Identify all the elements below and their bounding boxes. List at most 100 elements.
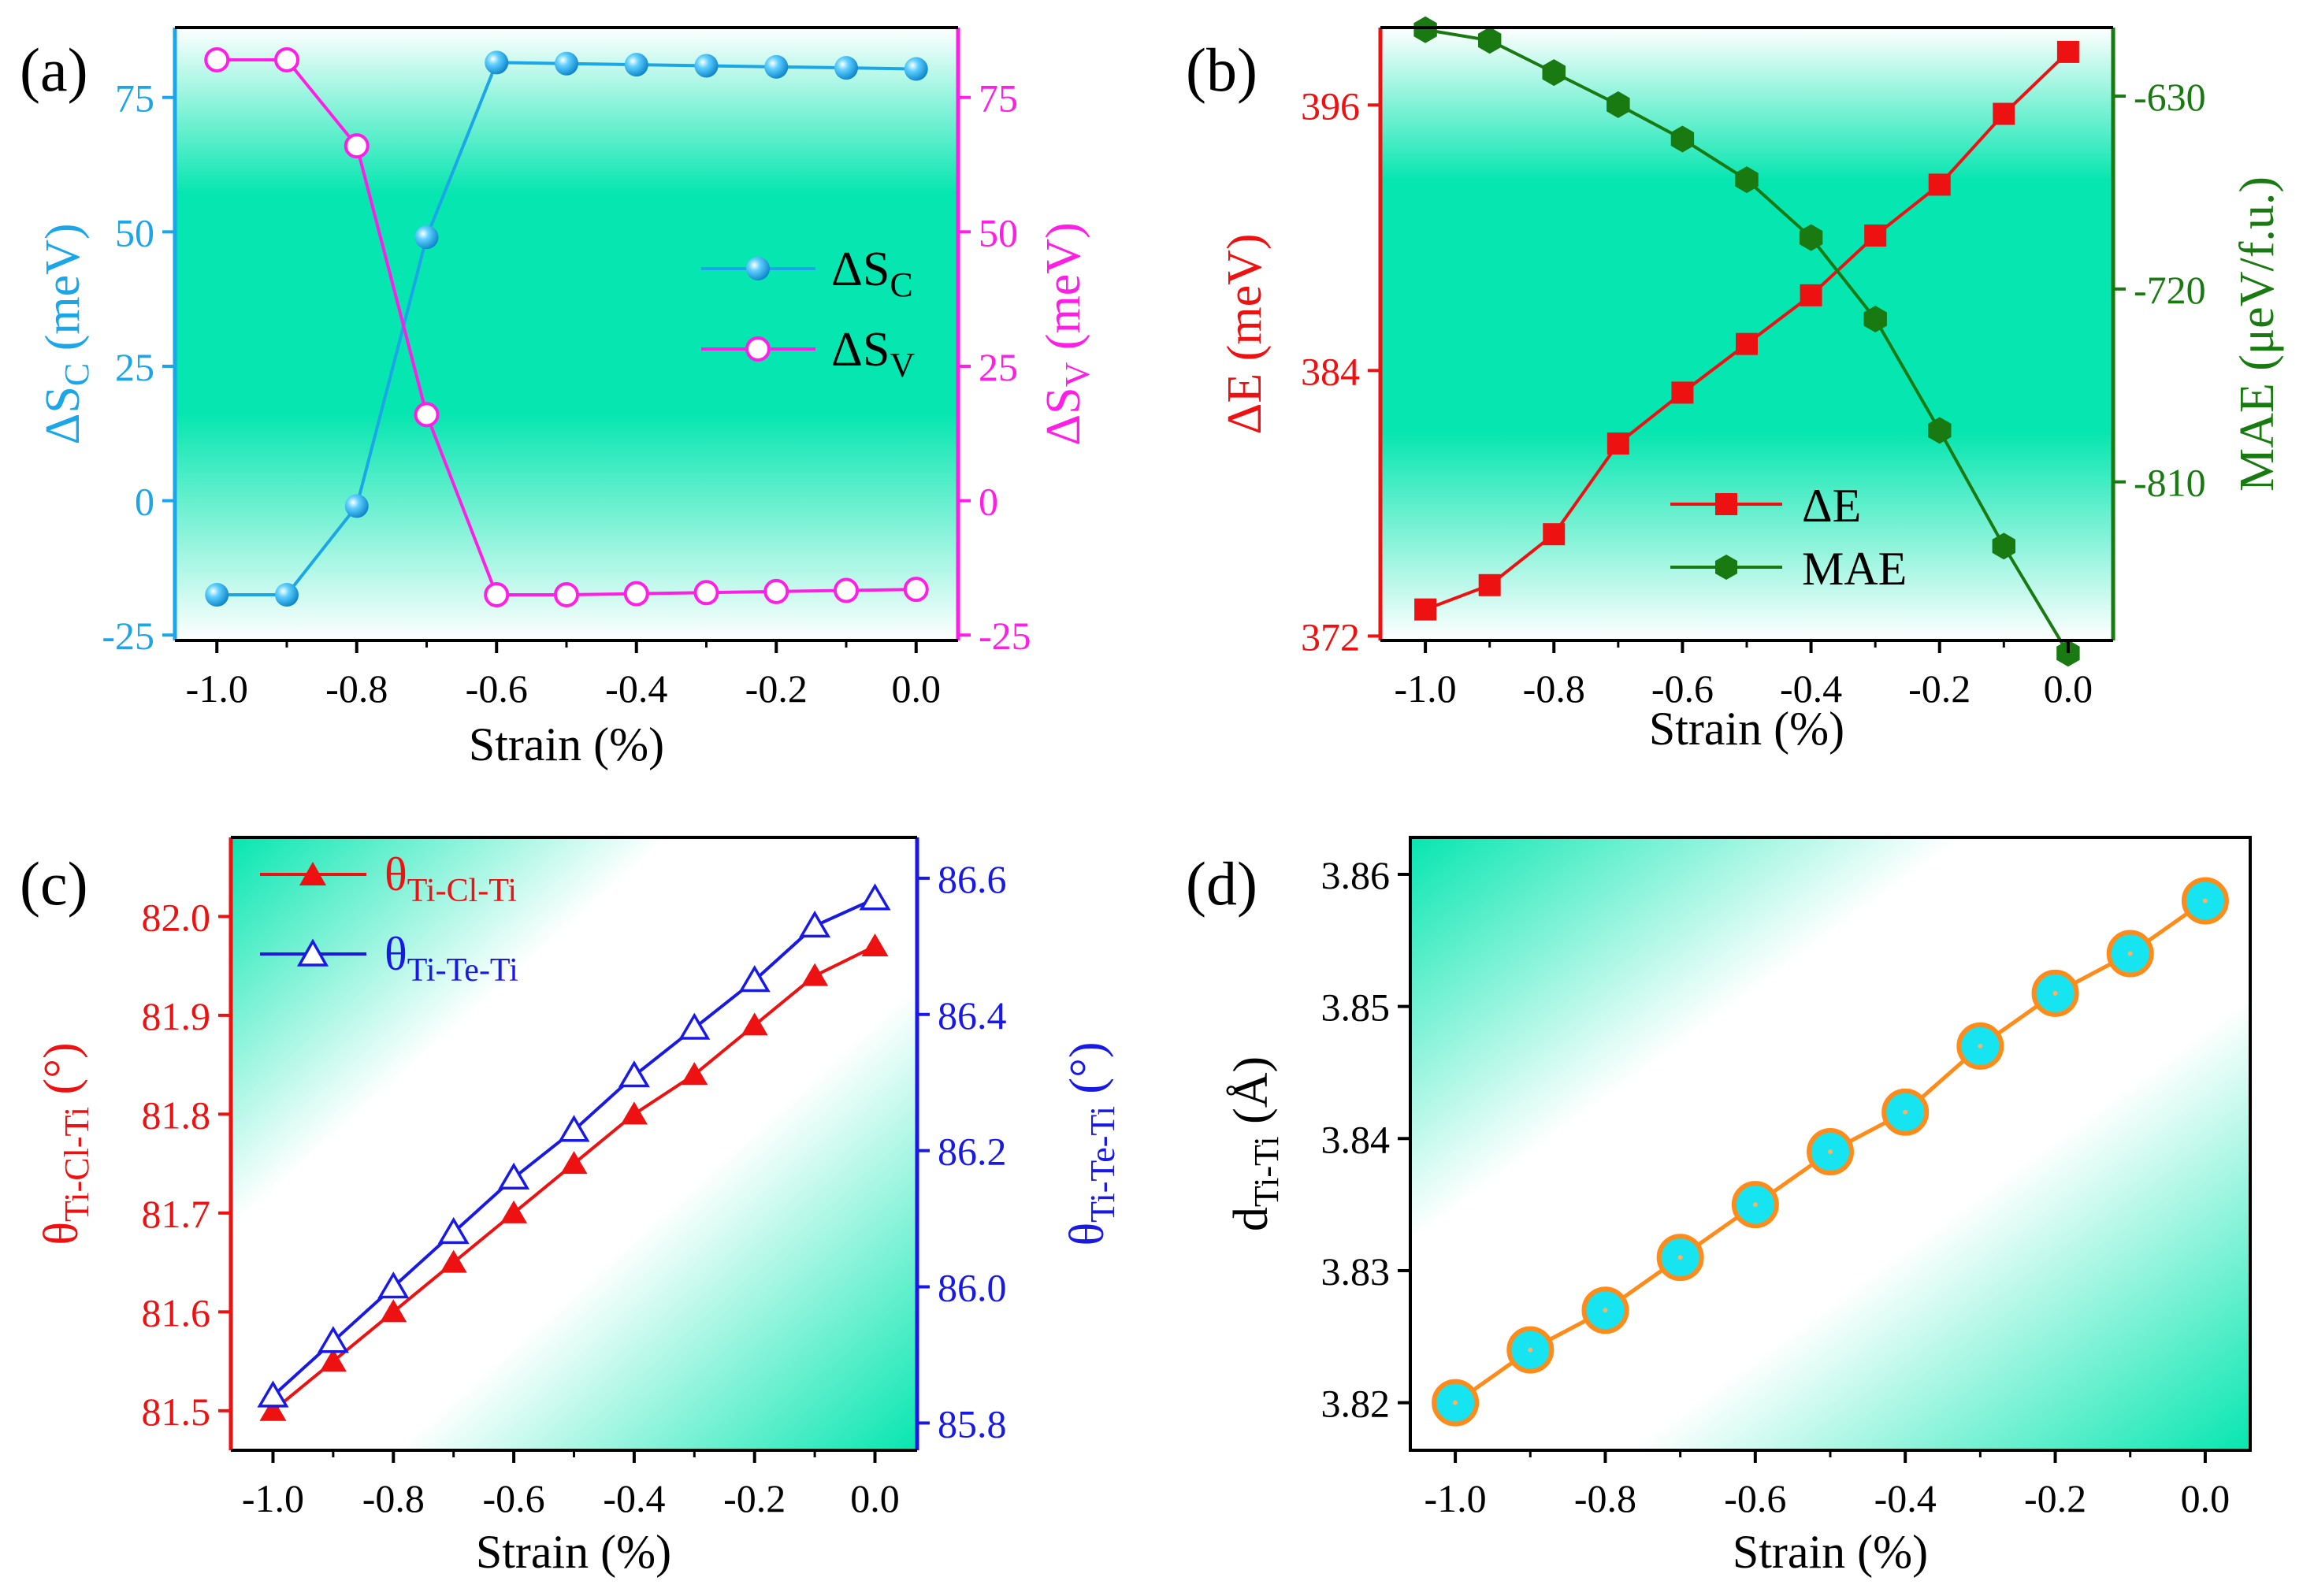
- y-tick-label-left: 3.84: [1321, 1117, 1391, 1161]
- panel-a-ylabel-right: ΔSV (meV): [1037, 222, 1097, 445]
- data-point-θ_Ti-Cl-Ti-5: [560, 1151, 588, 1175]
- data-point-ΔE-3: [1607, 432, 1629, 455]
- data-point-MAE-9: [1992, 533, 2015, 560]
- legend-marker-theta-te: [296, 938, 329, 967]
- data-point-MAE-3: [1607, 91, 1630, 118]
- panel-d: (d) -1.0 -0.8 -0.6 -0.4 -0.2 0.0 3.82 3.83 3.84…: [1186, 836, 2252, 1578]
- y-tick-label-left: 50: [115, 210, 154, 254]
- data-point-MAE-5: [1735, 166, 1759, 194]
- data-point-θ_Ti-Te-Ti-9: [799, 910, 831, 938]
- data-point-θ_Ti-Te-Ti-5: [558, 1115, 590, 1142]
- panel-a-legend: ΔSC ΔSV: [701, 243, 915, 384]
- y-tick-label-left: 3.82: [1321, 1382, 1391, 1426]
- data-point-ΔS_C-8: [764, 54, 789, 79]
- data-point-ΔE-2: [1543, 523, 1566, 546]
- data-point-ΔS_V-1: [274, 46, 299, 72]
- panel-b: (b) -1.0 -0.8 -0.6 -0.4 -0.2 0.0 372 384 396 -6…: [1186, 16, 2284, 755]
- panel-c-left-ticks: 81.5 81.6 81.7 81.8 81.9 82.0: [142, 895, 231, 1434]
- y-tick-label-right: -720: [2134, 268, 2206, 312]
- data-point-θ_Ti-Cl-Ti-10: [861, 933, 889, 957]
- legend-main-dsv: ΔS: [831, 323, 890, 377]
- data-point-ΔS_C-6: [624, 53, 648, 77]
- data-point-ΔS_V-10: [903, 577, 929, 603]
- y-tick-label-right: 86.6: [938, 857, 1007, 901]
- panel-a-xlabel: Strain (%): [469, 718, 664, 770]
- data-point-θ_Ti-Te-Ti-6: [618, 1060, 650, 1088]
- data-point-center: [1903, 1109, 1908, 1115]
- x-tick-label: 0.0: [850, 1476, 900, 1520]
- legend-label-theta-te: θTi-Te-Ti: [384, 928, 518, 989]
- x-tick-label: -1.0: [242, 1476, 304, 1520]
- y-tick-label-right: 85.8: [938, 1401, 1007, 1446]
- data-point-center: [1752, 1202, 1758, 1208]
- data-point-center: [2202, 898, 2208, 904]
- y-tick-label-left: 81.9: [142, 994, 211, 1038]
- x-tick-label: -0.8: [325, 666, 388, 711]
- panel-a-background: [175, 28, 958, 640]
- data-point-ΔE-5: [1736, 332, 1758, 355]
- data-point-ΔS_V-5: [554, 581, 579, 607]
- y-tick-label-right: 0: [979, 480, 998, 524]
- x-tick-label: 0.0: [2181, 1476, 2231, 1520]
- legend-marker-dsc: [746, 257, 770, 280]
- data-point-MAE-8: [1928, 417, 1952, 444]
- data-point-θ_Ti-Te-Ti-1: [317, 1326, 349, 1353]
- legend-main-dsc: ΔS: [831, 243, 890, 296]
- legend-main-theta-cl: θ: [384, 848, 407, 900]
- panel-a-markers: [204, 46, 929, 607]
- y-tick-label-left: -25: [102, 614, 154, 658]
- data-point-ΔE-6: [1800, 284, 1822, 306]
- x-tick-label: -0.6: [1724, 1476, 1786, 1520]
- data-point-ΔS_V-4: [484, 581, 510, 607]
- y-tick-label-right: 25: [979, 345, 1018, 389]
- y-tick-label-left: 3.86: [1321, 853, 1391, 897]
- legend-label-dsv: ΔSV: [831, 323, 915, 384]
- x-tick-label: -0.2: [1908, 666, 1971, 711]
- x-tick-label: -1.0: [1425, 1476, 1487, 1520]
- x-tick-label: -0.8: [362, 1476, 425, 1520]
- legend-marker-de: [1715, 493, 1737, 515]
- data-point-MAE-10: [2056, 640, 2080, 667]
- y-tick-label-right: 75: [979, 76, 1018, 121]
- data-point-ΔE-8: [1928, 173, 1951, 196]
- panel-c-right-ticks: 85.8 86.0 86.2 86.4 86.6: [917, 857, 1007, 1446]
- data-point-ΔS_V-3: [414, 402, 440, 428]
- panel-d-left-ticks: 3.82 3.83 3.84 3.85 3.86: [1321, 853, 1410, 1426]
- data-point-center: [2052, 990, 2058, 996]
- data-point-MAE-6: [1799, 224, 1823, 251]
- data-point-θ_Ti-Cl-Ti-2: [380, 1299, 407, 1323]
- x-tick-label: -1.0: [186, 666, 248, 711]
- y-tick-label-right: -810: [2134, 461, 2206, 505]
- panel-b-left-ticks: 372 384 396: [1301, 84, 1380, 659]
- data-point-ΔE-10: [2056, 40, 2079, 63]
- data-point-center: [1677, 1255, 1683, 1260]
- data-point-θ_Ti-Cl-Ti-7: [681, 1062, 708, 1086]
- panel-a-x-ticks: -1.0 -0.8 -0.6 -0.4 -0.2 0.0: [186, 640, 941, 711]
- data-point-ΔS_V-9: [834, 577, 859, 603]
- x-tick-label: 0.0: [2044, 666, 2093, 711]
- legend-marker-mae: [1715, 555, 1737, 580]
- x-tick-label: -0.6: [1651, 666, 1714, 711]
- data-point-ΔS_C-4: [485, 50, 509, 75]
- x-tick-label: -0.2: [723, 1476, 786, 1520]
- data-point-θ_Ti-Cl-Ti-1: [319, 1349, 347, 1372]
- panel-b-markers: [1413, 16, 2080, 667]
- legend-label-mae: MAE: [1802, 543, 1907, 595]
- panel-d-ylabel: dTi-Ti (Å): [1224, 1056, 1286, 1231]
- y-tick-label-left: 372: [1301, 614, 1360, 659]
- x-tick-label: -0.4: [1780, 666, 1842, 711]
- x-tick-label: -0.8: [1574, 1476, 1636, 1520]
- legend-main-theta-te: θ: [384, 928, 407, 980]
- panel-c-label: (c): [20, 849, 88, 918]
- panel-b-ylabel-left: ΔE (meV): [1218, 233, 1272, 434]
- panel-d-label: (d): [1186, 849, 1257, 918]
- legend-sub-theta-te: Ti-Te-Ti: [407, 952, 518, 989]
- panel-d-x-ticks: -1.0 -0.8 -0.6 -0.4 -0.2 0.0: [1425, 1450, 2231, 1520]
- data-point-ΔE-0: [1414, 598, 1437, 621]
- legend-sub-theta-cl: Ti-Cl-Ti: [407, 873, 517, 909]
- data-point-ΔE-9: [1993, 102, 2015, 125]
- data-point-center: [1978, 1043, 1983, 1049]
- y-tick-label-right: 86.4: [938, 993, 1007, 1037]
- y-tick-label-left: 396: [1301, 84, 1360, 128]
- panel-c-ylabel-right: θTi-Te-Ti (°): [1060, 1041, 1122, 1245]
